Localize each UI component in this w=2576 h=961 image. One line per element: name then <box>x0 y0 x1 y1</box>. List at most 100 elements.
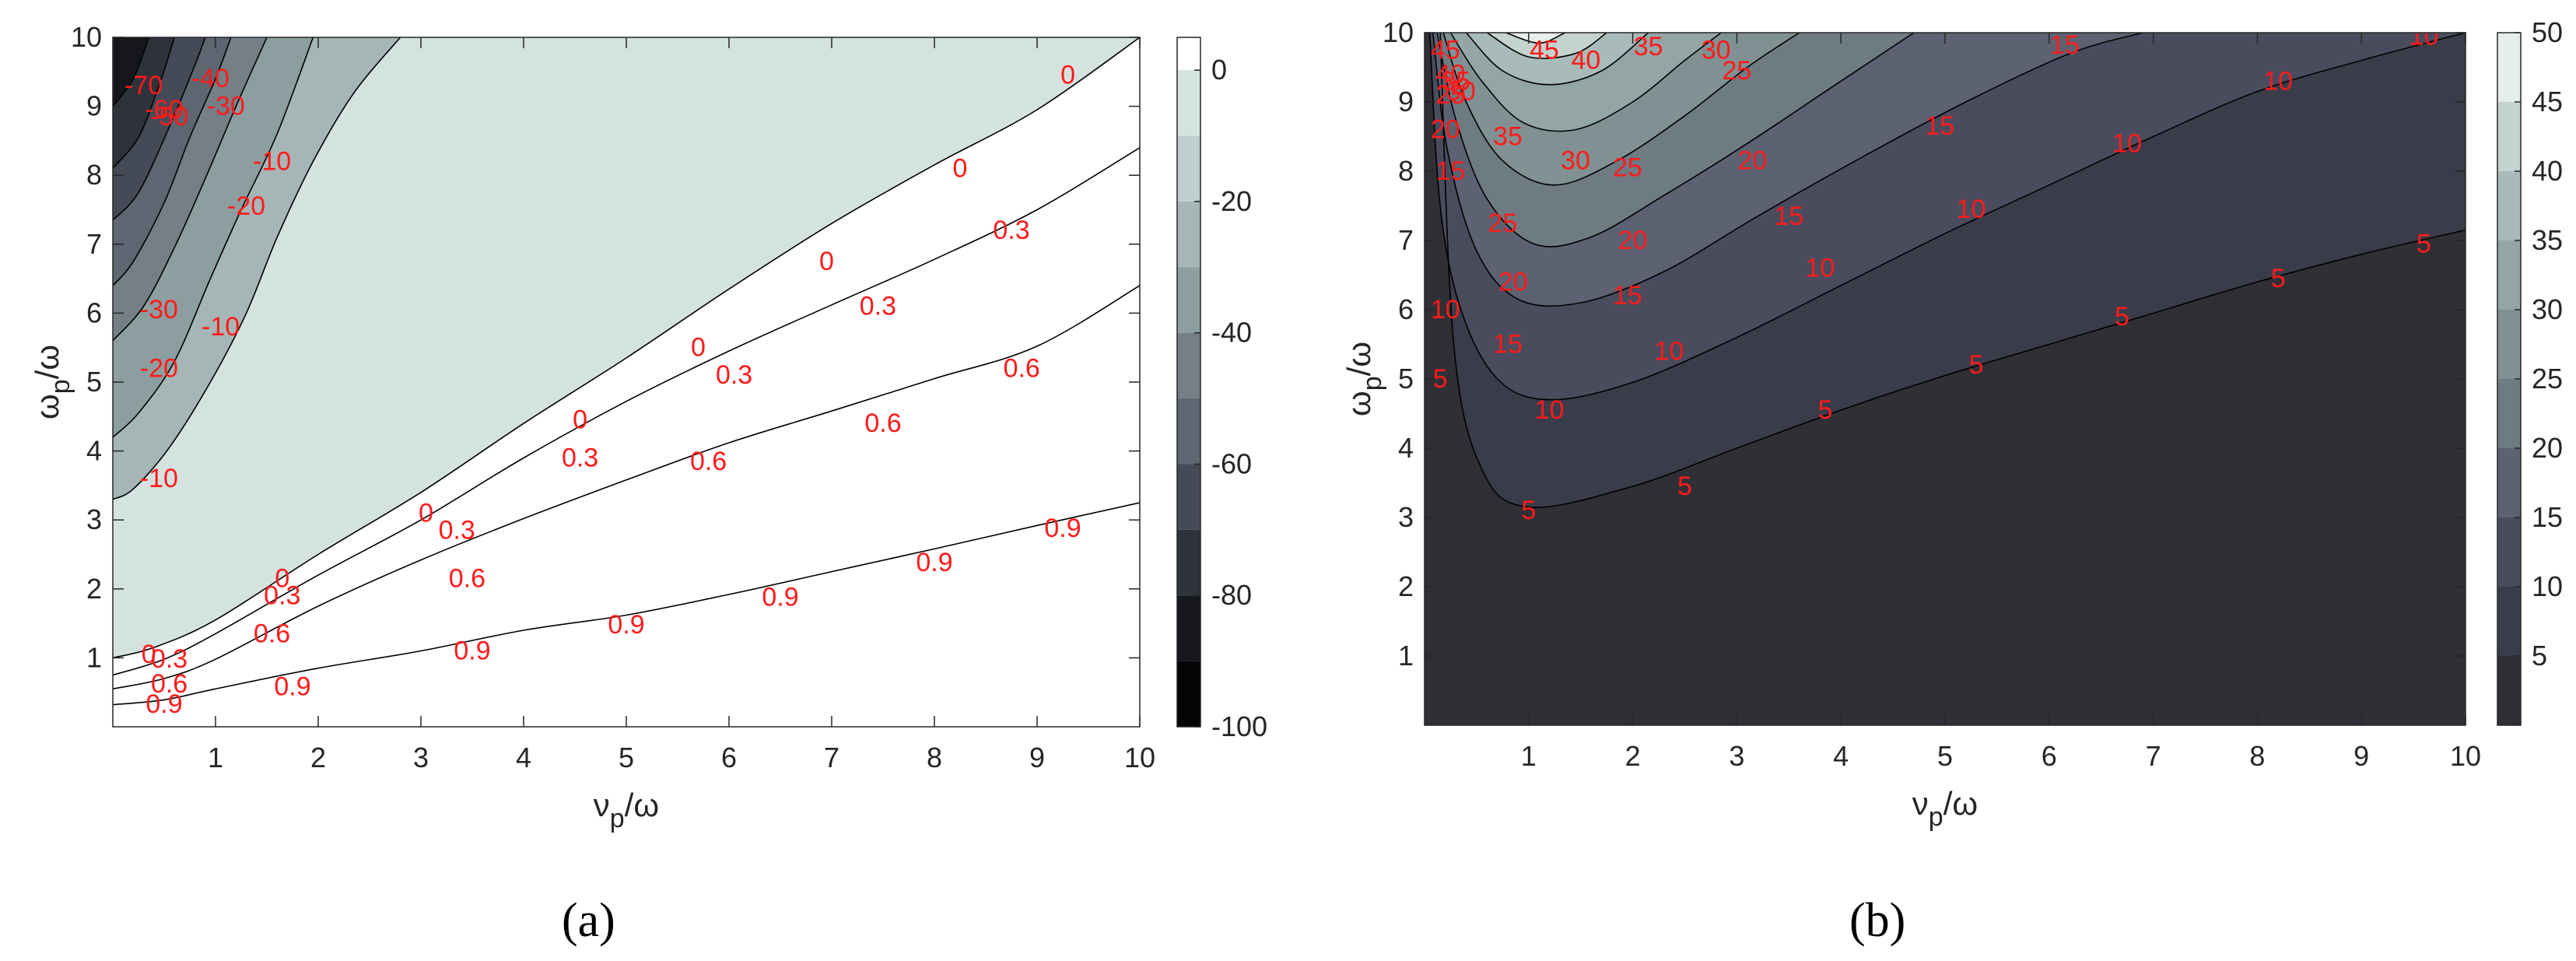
contour-line-2 <box>1432 33 2143 307</box>
colorbar-tick-label: -20 <box>1211 185 1252 217</box>
y-tick-label: 2 <box>86 573 102 605</box>
x-tick-label: 3 <box>413 742 429 773</box>
x-tick-label: 1 <box>208 742 223 773</box>
contour-label: 20 <box>1498 267 1528 296</box>
contour-label: 5 <box>2115 302 2129 331</box>
y-tick-label: 1 <box>86 641 102 673</box>
contour-label: 5 <box>1677 472 1692 501</box>
contour-label: -10 <box>202 312 240 342</box>
contour-label: 30 <box>1702 35 1731 65</box>
colorbar-band <box>1177 135 1200 202</box>
contour-label: 0.3 <box>860 292 896 321</box>
contour-line-6 <box>113 37 268 342</box>
contour-label: 15 <box>1493 330 1523 359</box>
contour-label: 10 <box>1535 395 1565 425</box>
contour-label: -70 <box>124 71 163 100</box>
y-tick-label: 6 <box>1398 293 1414 325</box>
contour-plot-b: 5555555510101010101010101515151515152020… <box>1341 16 2563 832</box>
contour-label: 0.9 <box>1044 514 1081 543</box>
contour-label: 20 <box>1431 115 1460 145</box>
colorbar-tick-label: 30 <box>2532 293 2563 325</box>
contour-label: -60 <box>145 95 183 125</box>
colorbar-tick-label: -60 <box>1211 447 1252 479</box>
colorbar-band <box>1177 661 1200 727</box>
contour-line-8 <box>1505 33 1565 44</box>
contour-label: 0.9 <box>145 689 182 719</box>
contour-line-1 <box>1428 33 2466 401</box>
contour-label: 10 <box>1957 195 1986 224</box>
contour-label: 0 <box>691 333 706 363</box>
contour-label: 15 <box>1436 156 1466 186</box>
contour-label: 0 <box>1060 61 1075 90</box>
x-tick-label: 1 <box>1521 740 1537 772</box>
x-tick-label: 10 <box>2450 740 2481 772</box>
colorbar-tick-label: 20 <box>2532 432 2563 464</box>
y-tick-label: 6 <box>86 296 102 328</box>
contour-label: 25 <box>1613 153 1642 183</box>
contour-line-10 <box>113 37 149 107</box>
colorbar-band <box>1177 70 1200 136</box>
x-tick-label: 8 <box>927 742 942 773</box>
y-tick-label: 8 <box>86 159 102 191</box>
contour-label: -20 <box>140 353 178 383</box>
y-axis-label: ωp/ω <box>1341 342 1387 416</box>
contour-label: 0.9 <box>274 672 310 702</box>
colorbar-band <box>1177 201 1200 268</box>
contour-line-0 <box>113 502 1140 706</box>
panel-a: 0.9 0.9 0.9 0.9 0.9 0.9 0.9 0.6 0.6 0.6 0.6 0.6 0.6 0… <box>29 21 1267 947</box>
x-tick-label: 3 <box>1729 740 1744 772</box>
y-tick-label: 9 <box>1398 86 1414 117</box>
x-tick-label: 6 <box>721 742 737 773</box>
contour-label: 10 <box>1431 295 1460 324</box>
colorbar-tick-label: 0 <box>1211 54 1227 86</box>
colorbar-band <box>1177 267 1200 333</box>
contour-label: 0 <box>142 640 156 669</box>
colorbar-band <box>2497 448 2521 517</box>
colorbar-tick-label: 45 <box>2532 86 2563 117</box>
contour-label: 15 <box>1925 111 1954 141</box>
contour-label: -30 <box>140 295 178 324</box>
contour-label: 0.6 <box>864 409 901 438</box>
contour-label: 25 <box>1722 56 1751 86</box>
colorbar-tick-label: 40 <box>2532 155 2563 187</box>
x-tick-label: 2 <box>310 742 326 773</box>
contour-label: 0.3 <box>264 581 300 611</box>
contour-label: 40 <box>1571 46 1600 75</box>
contour-label: 5 <box>1818 395 1833 425</box>
contour-label: 0.6 <box>690 447 727 476</box>
colorbar-band <box>2497 310 2521 379</box>
contour-label: 0.6 <box>1004 353 1040 383</box>
contour-label: 30 <box>1561 146 1590 176</box>
colorbar-band <box>1177 595 1200 661</box>
colorbar-tick-label: -40 <box>1211 317 1252 349</box>
y-tick-label: 7 <box>1398 224 1414 256</box>
contour-line-0 <box>1439 33 2466 508</box>
y-tick-label: 4 <box>86 435 102 467</box>
contour-label: 20 <box>1618 226 1648 255</box>
contour-fill-3 <box>113 37 1140 658</box>
contour-label: 45 <box>1431 35 1460 65</box>
y-tick-label: 4 <box>1398 432 1414 464</box>
colorbar-tick-label: 15 <box>2532 501 2563 533</box>
x-tick-label: 5 <box>1937 740 1953 772</box>
contour-label: 10 <box>2410 21 2439 51</box>
x-tick-label: 7 <box>2146 740 2161 772</box>
colorbar-tick-label: 25 <box>2532 363 2563 395</box>
contour-label: 15 <box>2050 30 2080 60</box>
contour-label: -20 <box>227 191 265 221</box>
contour-label: 35 <box>1634 32 1663 61</box>
contour-label: 5 <box>1521 496 1536 525</box>
contour-label: -40 <box>191 64 230 93</box>
contour-label: -30 <box>207 92 245 121</box>
contour-label: 0 <box>953 153 968 183</box>
contour-label: 5 <box>1969 350 1984 380</box>
contour-line-5 <box>1449 33 1722 132</box>
contour-line-3 <box>113 37 1140 659</box>
contour-label: 0.9 <box>608 610 644 640</box>
contour-label: -10 <box>140 464 178 493</box>
caption-a: (a) <box>562 894 615 947</box>
contour-label: 10 <box>1655 336 1684 366</box>
contour-label: 0.6 <box>449 564 485 594</box>
contour-label: 0.3 <box>716 360 752 390</box>
contour-label: 0.3 <box>993 216 1029 245</box>
